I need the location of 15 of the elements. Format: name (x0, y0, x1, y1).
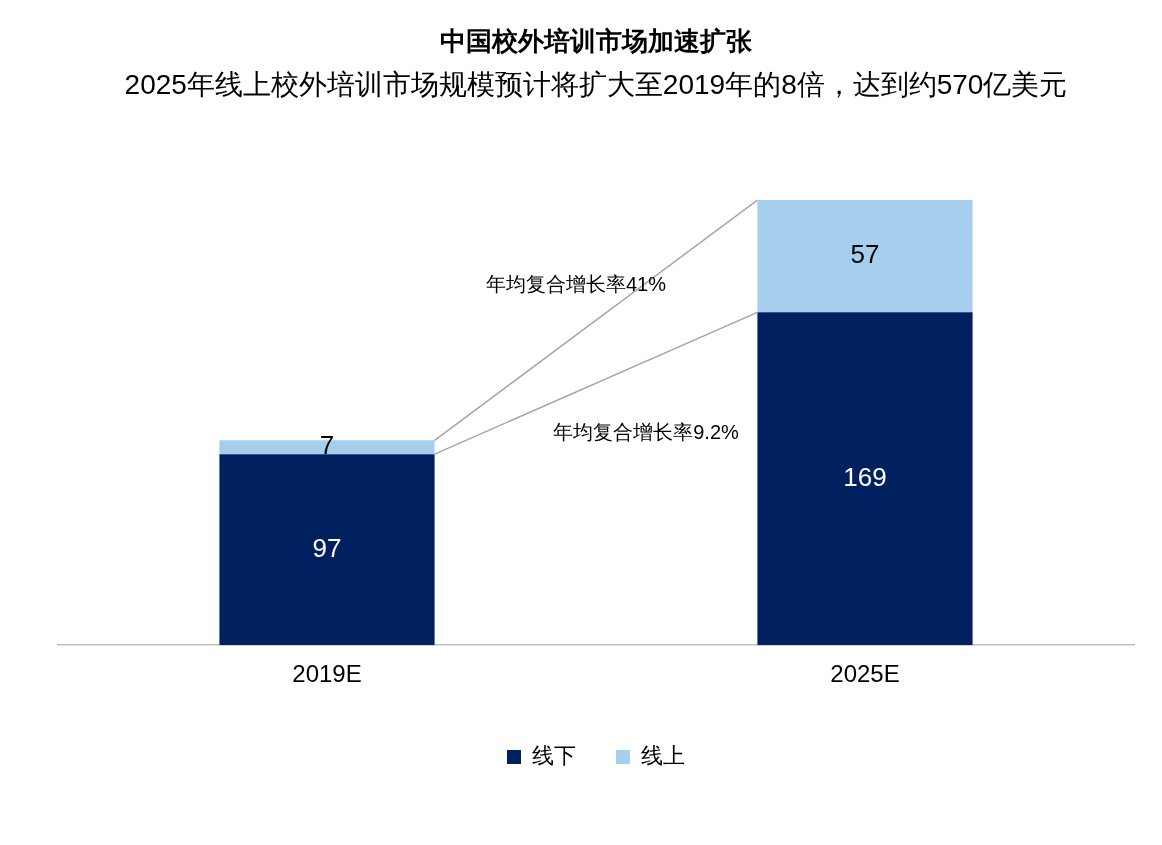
data-label: 97 (312, 532, 342, 563)
bar (757, 200, 973, 313)
chart-subtitle: 2025年线上校外培训市场规模预计将扩大至2019年的8倍，达到约570亿美元 (124, 68, 1068, 100)
annotation: 年均复合增长率41% (485, 272, 667, 295)
bar (757, 312, 973, 646)
legend-label: 线上 (641, 743, 685, 769)
legend-label: 线下 (532, 743, 576, 769)
data-label: 7 (319, 430, 335, 461)
chart-title: 中国校外培训市场加速扩张 (440, 27, 753, 57)
data-label: 57 (850, 239, 880, 270)
data-label: 169 (843, 461, 887, 492)
x-tick-label: 2025E (830, 660, 900, 688)
x-tick-label: 2019E (292, 660, 362, 688)
annotation: 年均复合增长率9.2% (553, 420, 740, 443)
bar (219, 454, 435, 646)
